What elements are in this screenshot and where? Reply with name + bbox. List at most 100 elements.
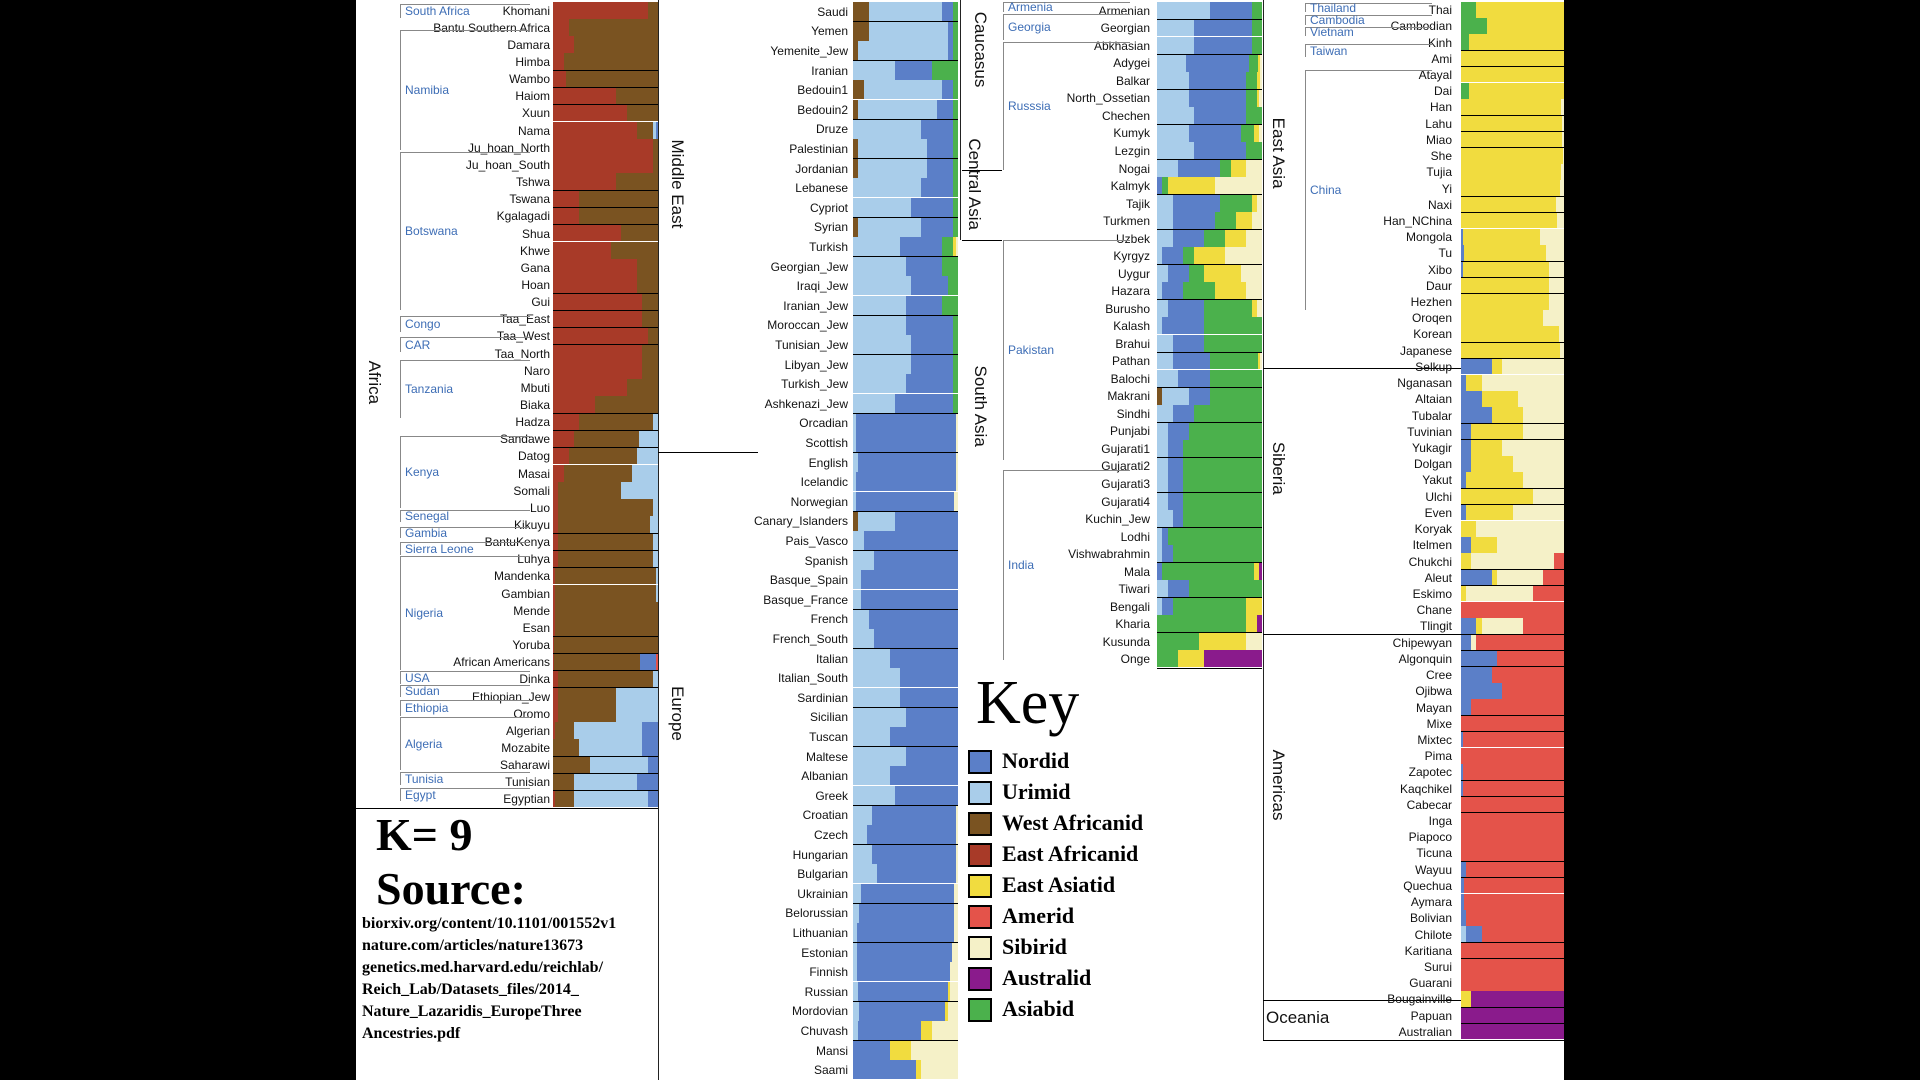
ancestry-segment <box>1497 569 1544 586</box>
population-bar <box>553 122 659 139</box>
group-label: Congo <box>405 317 441 331</box>
ancestry-segment <box>553 430 575 448</box>
population-bar <box>853 570 959 590</box>
population-bar <box>553 756 659 774</box>
ancestry-segment <box>955 864 959 884</box>
ancestry-segment <box>637 259 659 276</box>
ancestry-segment <box>642 362 659 379</box>
ancestry-segment <box>1469 83 1564 99</box>
population-label: Saami <box>813 1063 848 1078</box>
ancestry-segment <box>1162 545 1174 563</box>
population-bar <box>853 296 959 315</box>
ancestry-segment <box>1193 107 1247 125</box>
ancestry-segment <box>1251 194 1258 212</box>
population-bar <box>853 511 959 531</box>
population-label: Masai <box>517 466 550 481</box>
group-tick <box>400 700 530 701</box>
population-bar <box>1461 34 1564 51</box>
ancestry-segment <box>905 707 959 727</box>
ancestry-segment <box>1556 212 1564 229</box>
population-bar <box>853 825 959 845</box>
ancestry-segment <box>1464 245 1547 261</box>
population-bar <box>853 315 959 335</box>
ancestry-segment <box>1246 282 1263 300</box>
ancestry-segment <box>942 256 959 276</box>
population-label: Estonian <box>801 945 848 960</box>
ancestry-segment <box>553 310 643 328</box>
ancestry-segment <box>895 394 954 413</box>
ancestry-segment <box>1461 942 1564 959</box>
population-label: Uygur <box>1117 266 1150 281</box>
ancestry-segment <box>1193 247 1226 265</box>
ancestry-segment <box>874 550 959 570</box>
ancestry-segment <box>853 844 873 864</box>
ancestry-segment <box>1209 387 1263 405</box>
population-label: Tujia <box>1426 165 1452 180</box>
population-label: Korean <box>1413 327 1452 342</box>
population-label: Pathan <box>1111 354 1150 369</box>
ancestry-segment <box>1157 527 1163 545</box>
ancestry-segment <box>921 178 954 198</box>
ancestry-segment <box>853 923 858 943</box>
ancestry-segment <box>853 41 859 61</box>
ancestry-segment <box>856 433 957 453</box>
ancestry-segment <box>555 722 575 739</box>
ancestry-segment <box>553 104 627 122</box>
group-bracket <box>1305 27 1306 36</box>
ancestry-segment <box>647 327 659 345</box>
ancestry-segment <box>1256 299 1263 317</box>
ancestry-segment <box>942 237 954 257</box>
ancestry-segment <box>1157 632 1200 650</box>
ancestry-segment <box>553 722 556 739</box>
population-label: Gui <box>531 295 550 310</box>
ancestry-segment <box>1461 666 1493 683</box>
population-label: Mbuti <box>520 380 550 395</box>
population-label: Dolgan <box>1413 457 1452 472</box>
ancestry-segment <box>1466 861 1564 878</box>
group-label: CAR <box>405 337 431 352</box>
population-label: Ju_hoan_North <box>467 140 550 155</box>
population-label: Kikuyu <box>513 518 550 533</box>
ancestry-segment <box>853 354 912 374</box>
legend-swatch <box>968 967 992 991</box>
ancestry-segment <box>1199 632 1247 650</box>
population-bar <box>1157 492 1263 510</box>
ancestry-segment <box>1157 475 1168 493</box>
population-label: Mayan <box>1415 700 1452 715</box>
ancestry-segment <box>853 688 901 707</box>
population-bar <box>1461 439 1564 456</box>
population-bar <box>853 590 959 609</box>
ancestry-segment <box>1183 492 1263 510</box>
ancestry-segment <box>553 653 555 671</box>
ancestry-segment <box>1157 370 1179 387</box>
population-label: Shua <box>521 226 550 241</box>
ancestry-segment <box>1461 2 1477 18</box>
ancestry-segment <box>1461 553 1472 570</box>
population-label: Lodhi <box>1120 529 1150 544</box>
ancestry-segment <box>1172 212 1216 230</box>
ancestry-segment <box>856 413 957 433</box>
column-divider <box>658 0 659 1080</box>
ancestry-segment <box>616 687 659 705</box>
population-label: Ethiopian_Jew <box>471 689 550 704</box>
ancestry-segment <box>1461 521 1477 537</box>
group-label: Senegal <box>405 509 450 523</box>
region-label: Middle East <box>668 139 687 229</box>
population-label: Syrian <box>813 220 848 235</box>
population-label: Aymara <box>1410 895 1452 910</box>
group-bracket <box>400 316 401 332</box>
ancestry-segment <box>1188 580 1263 598</box>
population-bar <box>1461 618 1564 634</box>
ancestry-segment <box>859 1001 946 1021</box>
group-bracket <box>400 152 401 310</box>
ancestry-segment <box>853 1060 917 1080</box>
population-bar <box>1461 229 1564 245</box>
population-bar <box>853 60 959 80</box>
population-bar <box>553 70 659 88</box>
population-bar <box>853 707 959 727</box>
ancestry-segment <box>942 80 954 100</box>
population-label: Iranian <box>811 63 848 78</box>
legend-swatch <box>968 936 992 960</box>
population-bar <box>1461 164 1564 180</box>
region-divider <box>658 452 758 453</box>
